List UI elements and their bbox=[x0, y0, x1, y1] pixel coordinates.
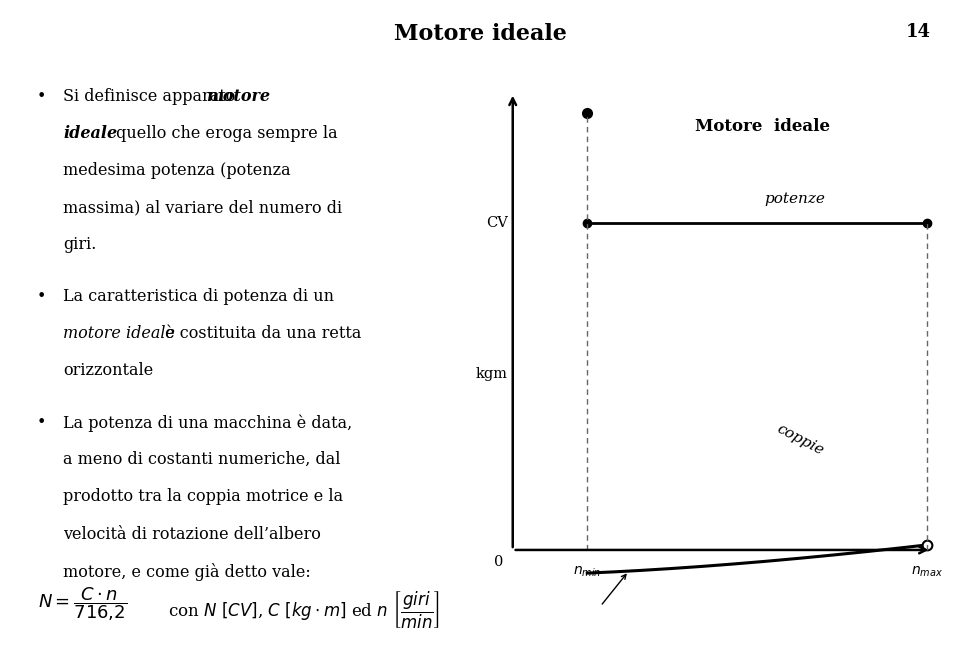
Text: con $N\ [CV]$, $C\ [kg \cdot m]$ ed $n\ \left[\dfrac{\mathit{giri}}{\mathit{min}: con $N\ [CV]$, $C\ [kg \cdot m]$ ed $n\ … bbox=[168, 590, 440, 631]
Text: $N = \dfrac{C \cdot n}{716{,}2}$: $N = \dfrac{C \cdot n}{716{,}2}$ bbox=[38, 585, 128, 623]
Text: kgm: kgm bbox=[476, 367, 508, 381]
Text: giri.: giri. bbox=[63, 236, 97, 253]
Text: motore: motore bbox=[206, 87, 271, 104]
Text: Motore ideale: Motore ideale bbox=[394, 23, 566, 45]
Text: La caratteristica di potenza di un: La caratteristica di potenza di un bbox=[63, 288, 334, 305]
Text: motore ideale: motore ideale bbox=[63, 325, 176, 342]
Text: •: • bbox=[36, 87, 46, 104]
Text: medesima potenza (potenza: medesima potenza (potenza bbox=[63, 162, 291, 178]
Text: Motore  ideale: Motore ideale bbox=[694, 118, 829, 135]
Text: $n_{min}$: $n_{min}$ bbox=[573, 565, 602, 580]
Text: CV: CV bbox=[486, 216, 508, 231]
Text: orizzontale: orizzontale bbox=[63, 362, 154, 379]
Text: $n_{max}$: $n_{max}$ bbox=[911, 565, 943, 580]
Text: La potenza di una macchina è data,: La potenza di una macchina è data, bbox=[63, 414, 352, 432]
Text: •: • bbox=[36, 414, 46, 431]
Text: 14: 14 bbox=[906, 23, 931, 41]
Text: prodotto tra la coppia motrice e la: prodotto tra la coppia motrice e la bbox=[63, 488, 344, 506]
Text: 0: 0 bbox=[494, 555, 503, 569]
Text: coppie: coppie bbox=[774, 421, 826, 457]
Text: potenze: potenze bbox=[764, 192, 825, 206]
Text: a meno di costanti numeriche, dal: a meno di costanti numeriche, dal bbox=[63, 451, 341, 468]
Text: Si definisce apparato: Si definisce apparato bbox=[63, 87, 241, 104]
Text: ideale: ideale bbox=[63, 125, 117, 141]
Text: quello che eroga sempre la: quello che eroga sempre la bbox=[111, 125, 338, 141]
Text: motore, e come già detto vale:: motore, e come già detto vale: bbox=[63, 563, 311, 580]
Text: massima) al variare del numero di: massima) al variare del numero di bbox=[63, 199, 343, 216]
Text: è costituita da una retta: è costituita da una retta bbox=[159, 325, 361, 342]
Text: •: • bbox=[36, 288, 46, 305]
Text: velocità di rotazione dell’albero: velocità di rotazione dell’albero bbox=[63, 525, 322, 543]
